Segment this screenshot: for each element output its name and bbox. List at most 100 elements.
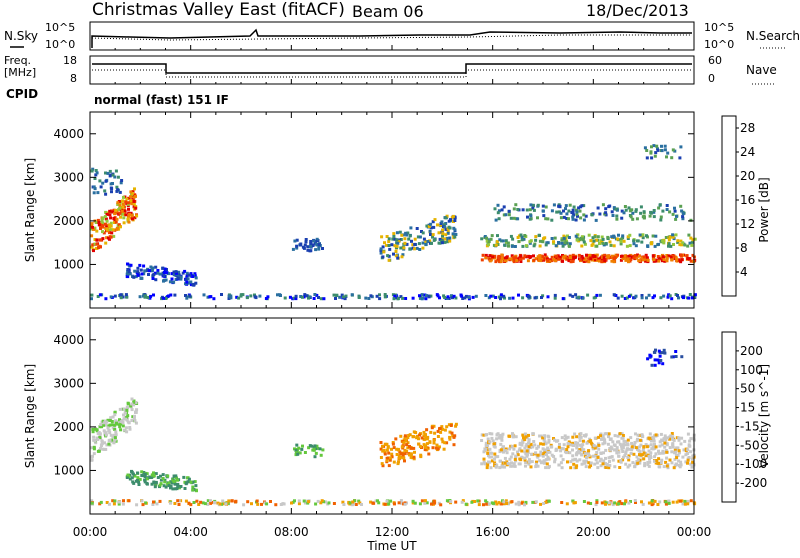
velocity-cell	[679, 460, 683, 464]
velocity-cell	[650, 363, 654, 367]
power-cell	[693, 295, 697, 299]
velocity-cell	[484, 499, 488, 503]
power-cell	[115, 217, 119, 221]
power-cell	[554, 259, 558, 263]
velocity-cell	[553, 460, 557, 464]
velocity-cell	[523, 450, 527, 454]
velocity-cell	[654, 433, 658, 437]
power-cell	[484, 256, 488, 260]
velocity-cell	[554, 449, 558, 452]
power-cell	[499, 297, 502, 301]
velocity-cell	[431, 446, 435, 450]
velocity-cell	[303, 451, 307, 454]
velocity-cell	[191, 488, 195, 492]
power-cell	[140, 272, 144, 276]
velocity-cell	[428, 440, 432, 444]
velocity-cell	[656, 358, 660, 362]
power-cell	[403, 237, 407, 241]
velocity-cell	[647, 454, 651, 458]
velocity-cell	[647, 436, 651, 440]
power-cell	[447, 225, 451, 229]
velocity-cell	[677, 451, 681, 455]
power-cell	[546, 295, 550, 299]
velocity-cell	[495, 437, 499, 441]
power-cell	[595, 244, 599, 248]
nsky-trace	[91, 28, 692, 48]
power-cell	[117, 223, 121, 227]
power-cell	[279, 294, 282, 297]
velocity-cell	[640, 500, 643, 504]
velocity-cell	[480, 433, 484, 437]
power-cell	[496, 211, 500, 215]
velocity-cell	[143, 472, 147, 476]
power-cell	[645, 256, 649, 260]
velocity-cell	[606, 442, 610, 446]
power-cell	[581, 296, 585, 300]
power-cell	[539, 259, 543, 263]
velocity-cell	[589, 441, 593, 445]
power-cell	[103, 222, 107, 226]
velocity-cell	[619, 459, 623, 462]
power-cell	[595, 253, 599, 257]
velocity-cell	[686, 452, 689, 455]
power-cell	[588, 253, 592, 257]
power-cell	[616, 296, 620, 300]
power-cell	[446, 240, 450, 244]
velocity-cell	[552, 455, 556, 458]
velocity-cell	[571, 458, 575, 462]
velocity-cell	[98, 425, 102, 429]
velocity-cell	[461, 499, 465, 503]
velocity-cell	[680, 436, 684, 440]
power-cell	[562, 236, 566, 240]
power-cell	[587, 233, 591, 237]
power-cell	[561, 259, 564, 263]
power-cell	[688, 241, 692, 245]
velocity-cell	[604, 466, 608, 469]
velocity-cell	[615, 451, 619, 455]
velocity-cell	[94, 427, 97, 431]
time-tick-label: 04:00	[173, 525, 208, 539]
velocity-cell	[512, 447, 516, 451]
velocity-cell	[575, 453, 579, 457]
velocity-cell	[688, 439, 692, 443]
power-cell	[621, 234, 625, 238]
velocity-cell	[574, 457, 578, 461]
power-cell	[332, 293, 336, 297]
velocity-cell	[298, 451, 302, 455]
velocity-cell	[617, 459, 621, 463]
velocity-cell	[599, 434, 602, 438]
power-cell	[686, 257, 690, 260]
power-cell	[555, 210, 559, 214]
power-cell	[579, 237, 583, 241]
power-cell	[367, 297, 371, 300]
power-cell	[304, 240, 308, 244]
power-cell	[152, 293, 155, 297]
power-cell	[681, 212, 685, 216]
power-cell	[312, 297, 316, 300]
velocity-cell	[386, 456, 390, 460]
power-cell	[631, 217, 635, 221]
time-tick-label: 00:00	[73, 525, 108, 539]
power-cell	[534, 235, 538, 239]
velocity-cell	[418, 502, 422, 506]
velocity-cell	[111, 435, 115, 439]
velocity-cell	[641, 502, 645, 506]
velocity-cell	[430, 426, 434, 430]
power-cell	[309, 240, 313, 243]
velocity-cell	[520, 449, 524, 453]
power-cell	[127, 220, 131, 224]
velocity-cell	[670, 432, 674, 435]
velocity-cell	[452, 443, 456, 447]
velocity-cell	[623, 454, 627, 458]
velocity-cell	[112, 441, 116, 445]
power-cell	[131, 190, 135, 194]
power-cell	[641, 215, 645, 219]
power-cell	[433, 218, 437, 222]
power-cell	[603, 259, 606, 263]
power-cell	[127, 270, 131, 274]
power-cell	[302, 295, 306, 299]
power-cell	[591, 242, 595, 246]
power-cell	[130, 213, 134, 217]
velocity-cell	[620, 502, 624, 506]
